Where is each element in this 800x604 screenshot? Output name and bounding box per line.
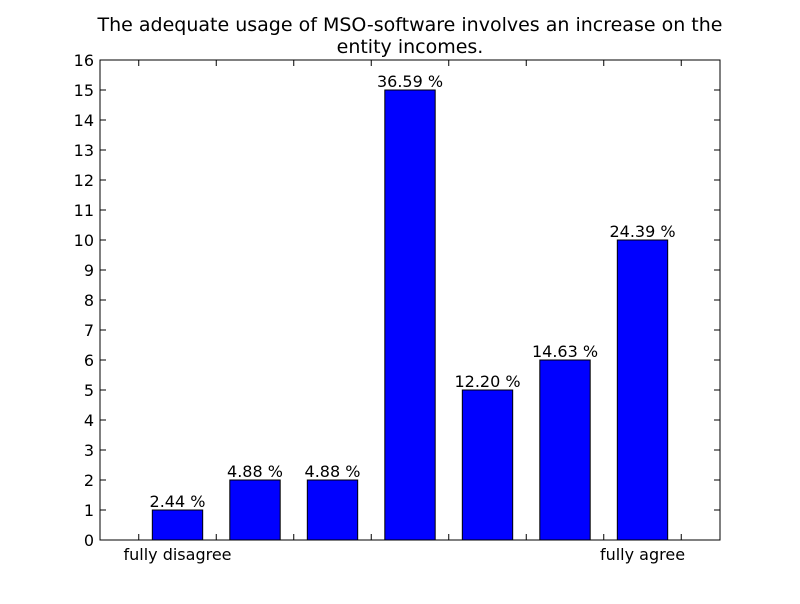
y-tick-label: 5 — [84, 381, 94, 400]
bar-value-label-6: 14.63 % — [532, 342, 598, 361]
y-tick-label: 3 — [84, 441, 94, 460]
y-tick-label: 6 — [84, 351, 94, 370]
bar-value-label-3: 4.88 % — [305, 462, 361, 481]
x-category-label-1: fully disagree — [123, 545, 231, 564]
y-tick-label: 9 — [84, 261, 94, 280]
y-tick-label: 14 — [74, 111, 94, 130]
bar-value-label-2: 4.88 % — [227, 462, 283, 481]
x-category-label-7: fully agree — [600, 545, 685, 564]
chart-title-line-1: The adequate usage of MSO-software invol… — [97, 14, 723, 36]
bar-5 — [461, 389, 514, 541]
y-tick-label: 7 — [84, 321, 94, 340]
y-tick-label: 16 — [74, 51, 94, 70]
bar-7 — [616, 239, 669, 541]
labels-layer: 2.44 % 4.88 % 4.88 % 36.59 % 12.20 % 14.63 % 2… — [74, 51, 685, 564]
y-tick-label: 10 — [74, 231, 94, 250]
y-tick-label: 12 — [74, 171, 94, 190]
bar-4 — [384, 89, 436, 541]
bar-2 — [229, 479, 281, 541]
y-tick-label: 4 — [84, 411, 94, 430]
bar-value-label-7: 24.39 % — [609, 222, 675, 241]
y-tick-label: 1 — [84, 501, 94, 520]
y-tick-label: 11 — [74, 201, 94, 220]
y-tick-label: 2 — [84, 471, 94, 490]
y-tick-label: 0 — [84, 531, 94, 550]
plot-area-frame — [99, 59, 721, 541]
bar-value-label-1: 2.44 % — [150, 492, 206, 511]
bar-value-label-4: 36.59 % — [377, 72, 443, 91]
y-tick-label: 15 — [74, 81, 94, 100]
y-tick-label: 13 — [74, 141, 94, 160]
y-tick-label: 8 — [84, 291, 94, 310]
bar-3 — [306, 479, 359, 541]
bar-6 — [539, 359, 591, 541]
bars-layer — [151, 89, 669, 541]
bar-1 — [151, 509, 204, 541]
chart-title-line-2: entity incomes. — [337, 36, 484, 58]
bar-value-label-5: 12.20 % — [454, 372, 520, 391]
